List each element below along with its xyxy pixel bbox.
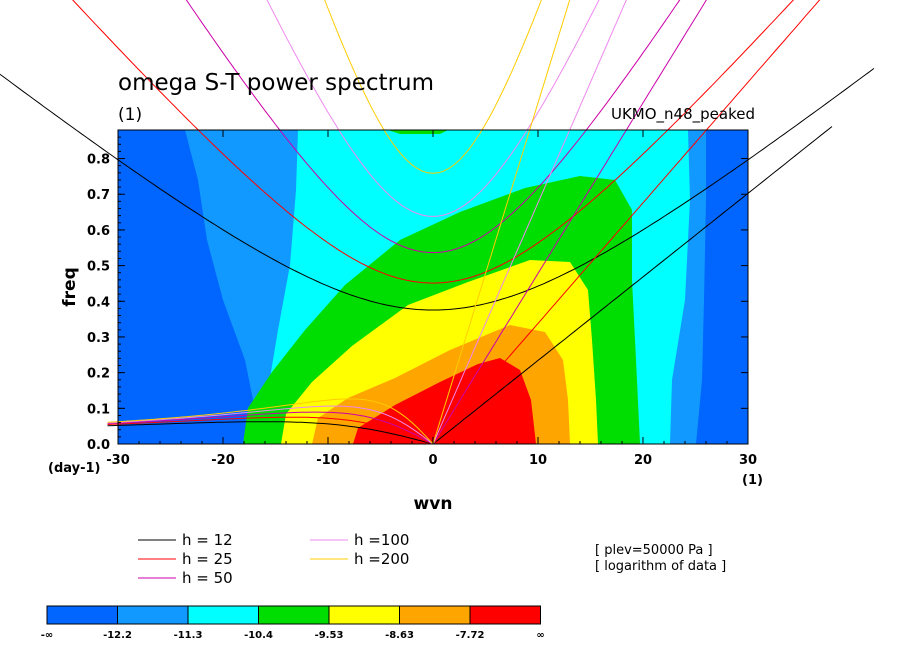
y-tick-label: 0.2 bbox=[87, 367, 110, 382]
rossby-wave-curve bbox=[107, 421, 434, 445]
colorbar-swatch bbox=[46, 605, 118, 625]
colorbar-label: -8.63 bbox=[385, 630, 414, 641]
gravity-wave-curve bbox=[185, 0, 681, 254]
y-units-label: (day-1) bbox=[48, 461, 100, 476]
y-tick-label: 0.5 bbox=[87, 260, 110, 275]
x-tick-label: 0 bbox=[428, 453, 437, 468]
gravity-wave-curve bbox=[0, 68, 875, 311]
rossby-wave-curve bbox=[107, 411, 434, 445]
annotation-log: [ logarithm of data ] bbox=[595, 559, 726, 574]
y-tick-label: 0.6 bbox=[87, 224, 110, 239]
contour-field bbox=[118, 130, 748, 444]
y-axis-label: freq bbox=[60, 267, 80, 306]
colorbar-label: -12.2 bbox=[103, 630, 132, 641]
x-units-top: (1) bbox=[118, 105, 142, 125]
colorbar-swatch bbox=[328, 605, 400, 625]
x-axis: -30 -20 -10 0 10 20 30 bbox=[106, 130, 757, 468]
legend-label: h = 50 bbox=[182, 569, 233, 587]
y-tick-label: 0.7 bbox=[87, 188, 110, 203]
colorbar-label: -7.72 bbox=[456, 630, 485, 641]
colorbar-label: -9.53 bbox=[315, 630, 344, 641]
kelvin-wave-curve bbox=[432, 0, 571, 445]
rossby-wave-curve bbox=[107, 405, 434, 445]
x-tick-label: -30 bbox=[106, 453, 130, 468]
colorbar-swatch bbox=[187, 605, 259, 625]
colorbar-swatch bbox=[258, 605, 330, 625]
kelvin-wave-curve bbox=[432, 0, 707, 445]
colorbar-label: -∞ bbox=[41, 630, 53, 641]
legend-label: h =100 bbox=[354, 531, 409, 549]
colorbar-swatch bbox=[469, 605, 541, 625]
gravity-wave-curve bbox=[72, 0, 795, 284]
annotation-plev: [ plev=50000 Pa ] bbox=[595, 543, 713, 558]
contour-level-7 bbox=[353, 358, 536, 444]
colorbar-label: ∞ bbox=[536, 630, 544, 641]
legend-label: h =200 bbox=[354, 550, 409, 568]
colorbar-swatch bbox=[117, 605, 189, 625]
x-units-right: (1) bbox=[742, 473, 763, 488]
dataset-label: UKMO_n48_peaked bbox=[611, 105, 755, 124]
kelvin-wave-curve bbox=[432, 0, 821, 445]
x-tick-label: 30 bbox=[739, 453, 757, 468]
chart-title: omega S-T power spectrum bbox=[118, 70, 434, 96]
gravity-wave-curve bbox=[266, 0, 600, 217]
x-axis-label: wvn bbox=[414, 494, 453, 514]
legend-label: h = 25 bbox=[182, 550, 233, 568]
kelvin-wave-curve bbox=[432, 0, 627, 445]
colorbar-label: -11.3 bbox=[174, 630, 203, 641]
y-tick-label: 0.1 bbox=[87, 402, 110, 417]
dispersion-curves bbox=[0, 0, 875, 445]
colorbar: -∞ -12.2 -11.3 -10.4 -9.53 -8.63 -7.72 ∞ bbox=[41, 605, 545, 641]
y-tick-label: 0.0 bbox=[87, 438, 110, 453]
kelvin-wave-curve bbox=[432, 126, 833, 445]
y-axis: 0.0 0.1 0.2 0.3 0.4 0.5 0.6 0.7 0.8 bbox=[87, 136, 748, 453]
y-tick-label: 0.3 bbox=[87, 331, 110, 346]
colorbar-swatch bbox=[399, 605, 471, 625]
y-tick-label: 0.8 bbox=[87, 153, 110, 168]
gravity-wave-curve bbox=[324, 0, 542, 174]
x-tick-label: 10 bbox=[529, 453, 547, 468]
x-tick-label: 20 bbox=[634, 453, 652, 468]
rossby-wave-curve bbox=[107, 398, 434, 445]
rossby-wave-curve bbox=[107, 416, 434, 445]
colorbar-label: -10.4 bbox=[244, 630, 273, 641]
x-tick-label: -20 bbox=[211, 453, 235, 468]
x-tick-label: -10 bbox=[316, 453, 340, 468]
legend-label: h = 12 bbox=[182, 531, 233, 549]
y-tick-label: 0.4 bbox=[87, 295, 110, 310]
